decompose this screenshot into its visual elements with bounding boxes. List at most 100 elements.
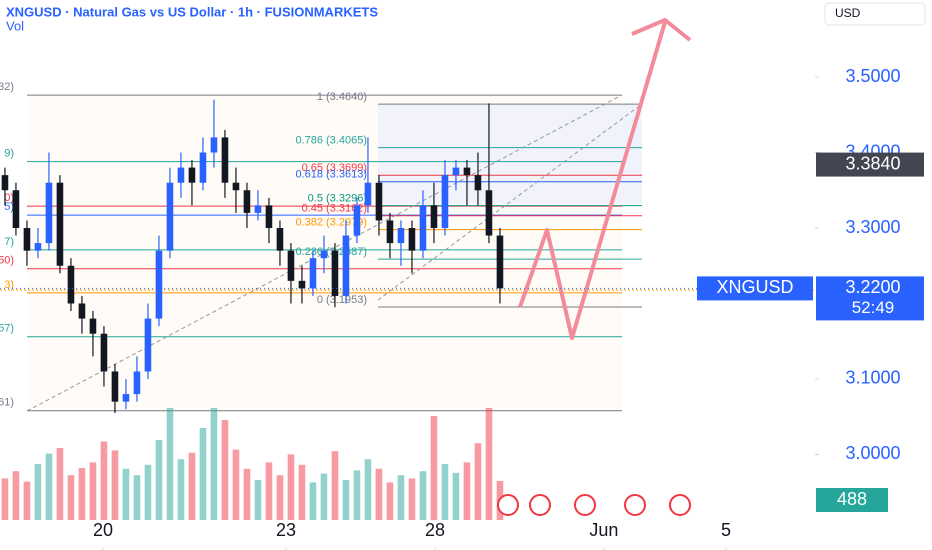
volume-bar: [23, 481, 31, 520]
y-tick-label: 3.0000: [845, 443, 900, 463]
volume-bar: [45, 453, 53, 520]
volume-bar: [320, 473, 328, 520]
candle-body: [67, 265, 75, 304]
candle-body: [243, 190, 251, 213]
candle-body: [441, 175, 449, 229]
fib-label: 0 (3.1953): [317, 294, 367, 306]
candle-body: [463, 167, 471, 176]
candle-body: [353, 205, 361, 236]
fib-label: 9): [4, 147, 14, 159]
candle-body: [430, 205, 438, 229]
volume-bar: [309, 482, 317, 520]
price-label: 3.2200: [845, 277, 900, 297]
event-flag[interactable]: [669, 494, 691, 516]
volume-bar: [331, 451, 339, 520]
trend-line: [377, 103, 643, 301]
volume-label: 488: [837, 489, 867, 509]
volume-bar: [441, 464, 449, 520]
candle-body: [199, 152, 207, 183]
volume-layer: [1, 408, 504, 520]
volume-bar: [243, 468, 251, 520]
volume-bar: [67, 475, 75, 520]
candle-body: [375, 182, 383, 221]
volume-bar: [485, 408, 493, 520]
fib-label: 0.5 (3.3296): [308, 193, 367, 205]
volume-bar: [199, 428, 207, 520]
candle-body: [397, 228, 405, 244]
candle-body: [474, 175, 482, 191]
x-tick-label: Jun: [589, 520, 618, 540]
fib-label: 0.786 (3.4065): [295, 135, 367, 147]
volume-bar: [34, 464, 42, 520]
fib-label: 0.65 (3.3699): [302, 162, 367, 174]
fib-label: 0.45 (3.3162): [302, 203, 367, 215]
fib-label: 50): [0, 255, 14, 267]
fib-label: 1 (3.4640): [317, 91, 367, 103]
volume-bar: [298, 464, 306, 520]
candle-body: [166, 182, 174, 251]
event-flag[interactable]: [497, 494, 519, 516]
volume-bar: [56, 448, 64, 520]
volume-badge: [816, 488, 888, 512]
chart-title: XNGUSD · Natural Gas vs US Dollar · 1h ·…: [6, 4, 378, 19]
volume-bar: [188, 452, 196, 520]
candle-body: [144, 318, 152, 372]
candle-body: [12, 190, 20, 229]
candle-body: [188, 167, 196, 183]
candle-body: [364, 182, 372, 206]
event-flags: [497, 494, 691, 516]
currency-button[interactable]: [824, 2, 926, 26]
event-flag[interactable]: [624, 494, 646, 516]
candle-body: [34, 243, 42, 251]
volume-bar: [430, 416, 438, 520]
countdown: 52:49: [852, 298, 895, 317]
candle-body: [100, 333, 108, 372]
volume-bar: [375, 468, 383, 520]
volume-bar: [144, 464, 152, 520]
event-flag[interactable]: [529, 494, 551, 516]
candle-body: [89, 318, 97, 334]
volume-bar: [133, 475, 141, 520]
candle-body: [133, 371, 141, 395]
symbol-label: XNGUSD: [716, 277, 793, 297]
volume-bar: [100, 441, 108, 520]
x-tick-label: 23: [276, 520, 296, 540]
fib-label: 0): [4, 192, 14, 204]
volume-bar: [254, 480, 262, 520]
candle-body: [232, 182, 240, 191]
candle-body: [155, 250, 163, 319]
candle-body: [320, 250, 328, 259]
x-tick-label: 20: [93, 520, 113, 540]
fib-label: 57): [0, 323, 14, 335]
volume-bar: [474, 443, 482, 520]
volume-bar: [89, 462, 97, 520]
fib-label: 5): [4, 201, 14, 213]
volume-bar: [155, 440, 163, 520]
volume-bar: [177, 459, 185, 520]
y-tick-label: 3.1000: [845, 368, 900, 388]
candle-body: [408, 228, 416, 251]
candle-body: [221, 137, 229, 183]
volume-bar: [210, 408, 218, 520]
candle-body: [287, 250, 295, 281]
fib-label: 61): [0, 397, 14, 409]
candle-body: [78, 303, 86, 319]
candle-layer: [1, 99, 504, 413]
volume-bar: [221, 420, 229, 520]
volume-bar: [111, 450, 119, 520]
volume-bar: [122, 468, 130, 520]
candle-body: [276, 228, 284, 251]
volume-bar: [78, 468, 86, 520]
event-flag[interactable]: [574, 494, 596, 516]
marker-badge: [816, 152, 924, 177]
candle-body: [210, 137, 218, 153]
marker-label: 3.3840: [845, 153, 900, 173]
volume-bar: [452, 472, 460, 520]
symbol-badge: [697, 276, 813, 301]
fib-label: 3): [4, 279, 14, 291]
candle-body: [298, 280, 306, 289]
volume-bar: [287, 454, 295, 520]
candle-body: [111, 371, 119, 402]
volume-bar: [386, 482, 394, 520]
